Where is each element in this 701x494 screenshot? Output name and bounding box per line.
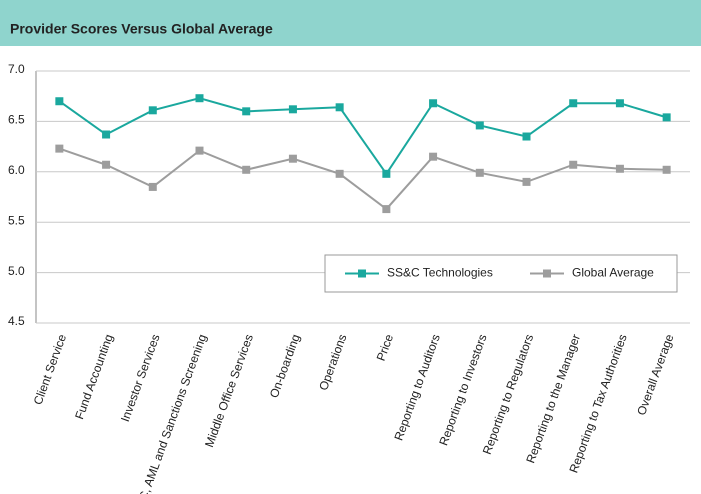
chart-title: Provider Scores Versus Global Average (10, 21, 273, 37)
y-tick-label: 6.0 (8, 163, 25, 177)
y-tick-label: 5.0 (8, 264, 25, 278)
x-tick-label: Middle Office Services (202, 332, 256, 449)
series-line (58, 97, 667, 176)
y-tick-label: 5.5 (8, 213, 25, 227)
point (335, 169, 344, 178)
point (569, 99, 578, 108)
point (195, 146, 204, 155)
point (662, 165, 671, 174)
x-tick-label: On-boarding (267, 332, 303, 399)
point (288, 154, 297, 163)
point (102, 160, 111, 169)
point (429, 99, 438, 108)
point (615, 99, 624, 108)
point (475, 168, 484, 177)
x-tick-label: Reporting to Regulators (480, 332, 537, 456)
point (382, 169, 391, 178)
point (102, 130, 111, 139)
legend-label: Global Average (572, 266, 654, 280)
legend-marker (358, 269, 366, 278)
point (335, 103, 344, 112)
point (662, 113, 671, 122)
legend-box (324, 254, 678, 293)
legend-label: SS&C Technologies (387, 266, 493, 280)
x-tick-label: Price (374, 332, 397, 363)
point (148, 182, 157, 191)
x-tick-label: Investor Services (118, 332, 163, 423)
x-tick-label: Overall Average (634, 332, 676, 417)
series-line (59, 147, 667, 211)
x-tick-label: Reporting to Investors (436, 332, 489, 447)
y-tick-label: 4.5 (8, 314, 25, 328)
point (382, 205, 391, 214)
y-tick-label: 6.5 (8, 113, 25, 127)
point (522, 132, 531, 141)
point (242, 165, 251, 174)
point (55, 97, 64, 106)
point (242, 107, 251, 116)
point (615, 164, 624, 173)
x-tick-label: Reporting to the Manager (523, 332, 583, 465)
point (569, 160, 578, 169)
point (288, 105, 297, 114)
x-tick-label: Reporting to Auditors (391, 332, 442, 442)
x-tick-label: Fund Accounting (72, 332, 116, 421)
legend-marker (543, 269, 551, 278)
x-tick-label: Operations (316, 332, 349, 392)
point (195, 94, 204, 103)
point (148, 106, 157, 115)
point (475, 121, 484, 130)
header-bar (0, 0, 701, 46)
point (55, 144, 64, 153)
x-tick-label: Client Service (31, 332, 70, 407)
y-tick-label: 7.0 (8, 62, 25, 76)
point (429, 152, 438, 161)
point (522, 177, 531, 186)
